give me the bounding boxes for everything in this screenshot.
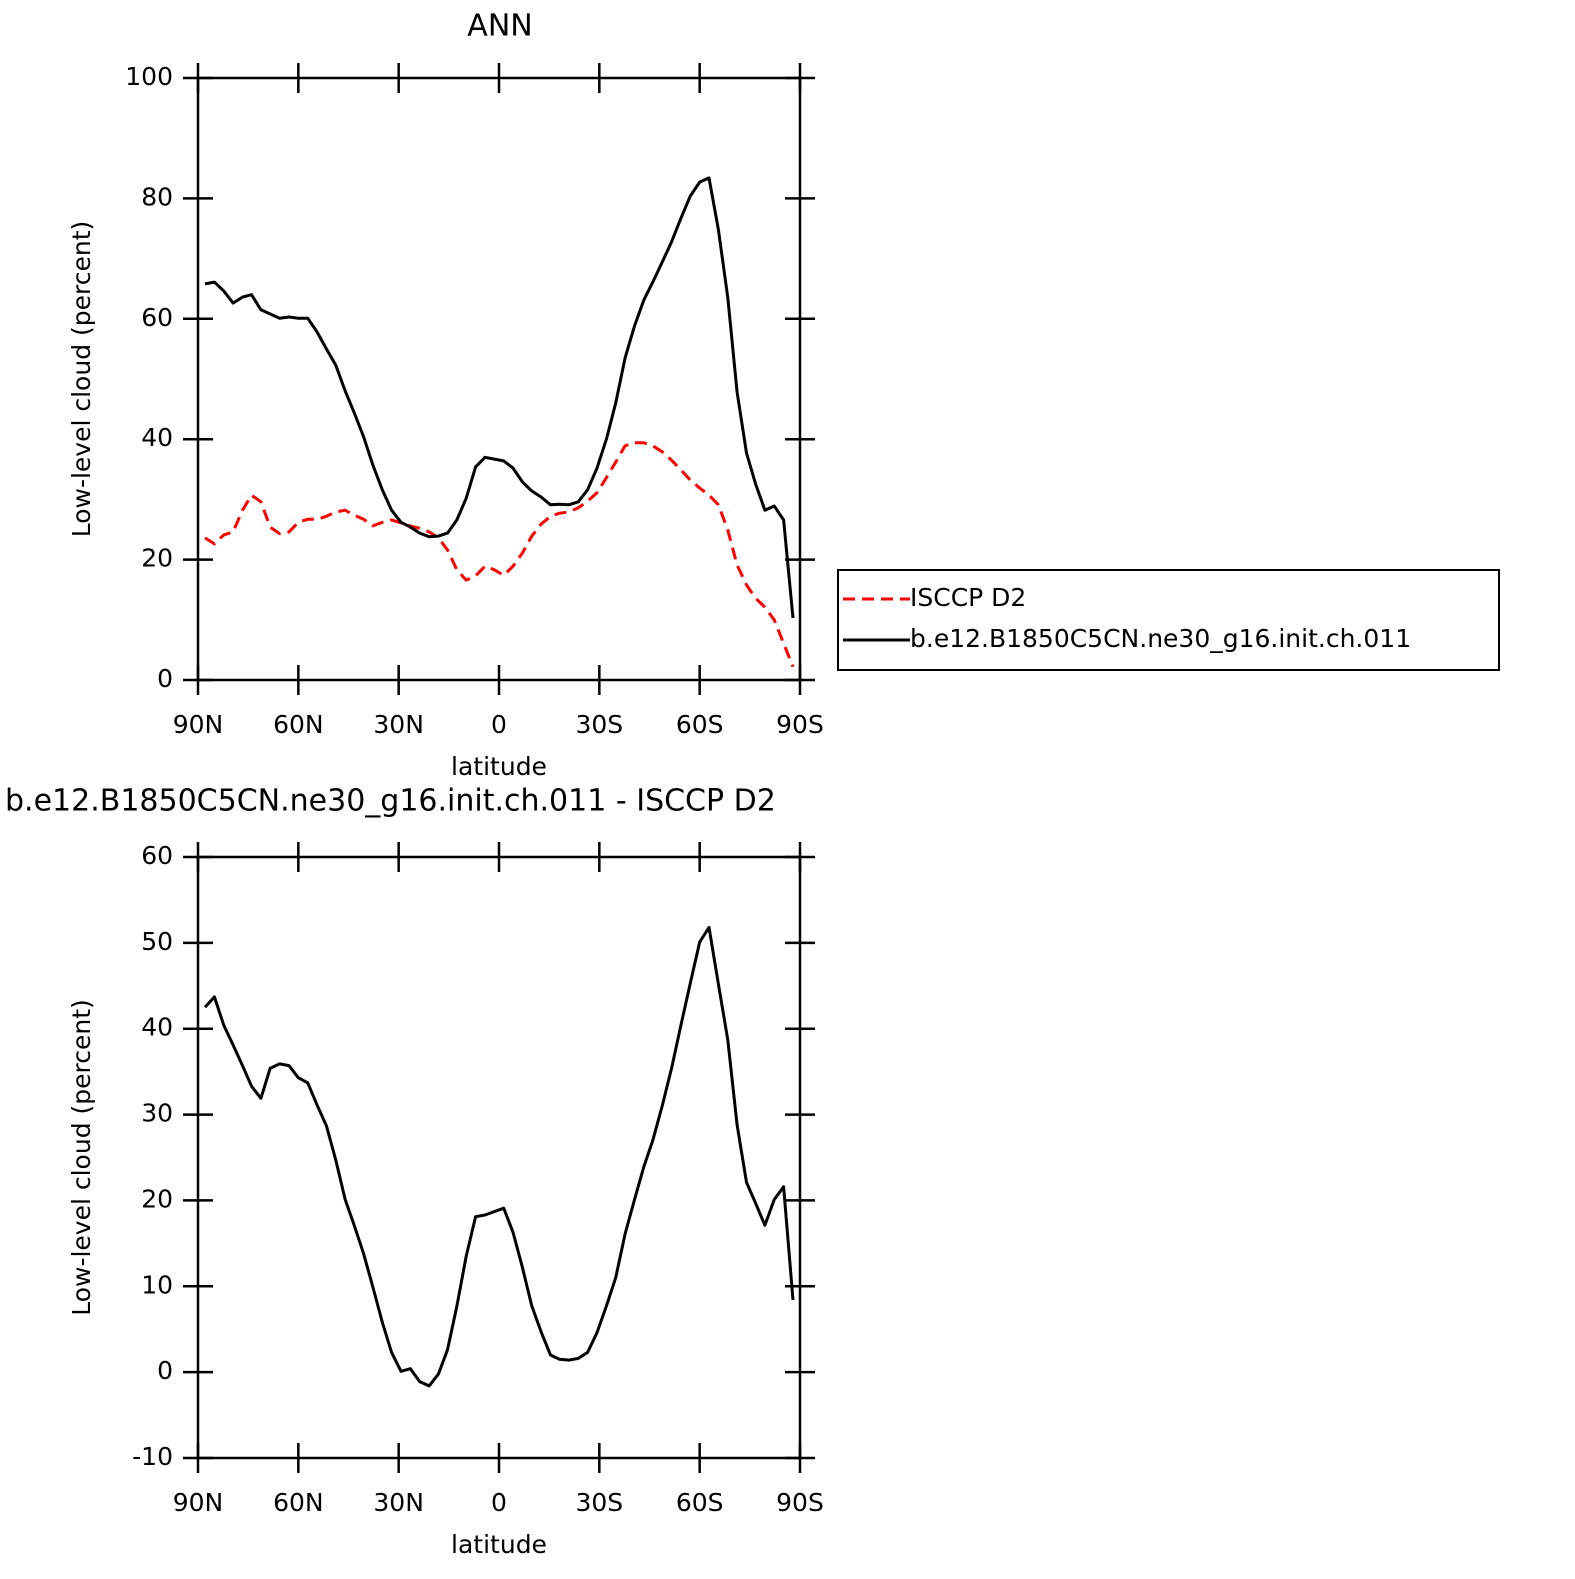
x-tick-label: 0 (491, 1488, 507, 1517)
y-tick-label: 0 (157, 664, 173, 693)
y-tick-label: 20 (141, 544, 173, 573)
y-tick-label: 30 (141, 1099, 173, 1128)
y-axis-label: Low-level cloud (percent) (67, 999, 96, 1316)
y-tick-label: 10 (141, 1270, 173, 1299)
x-tick-label: 30S (575, 710, 623, 739)
y-tick-label: 20 (141, 1184, 173, 1213)
x-tick-label: 90N (173, 710, 224, 739)
y-tick-label: 50 (141, 927, 173, 956)
chart-title: b.e12.B1850C5CN.ne30_g16.init.ch.011 - I… (5, 784, 776, 819)
y-axis-label: Low-level cloud (percent) (67, 221, 96, 538)
legend-label: b.e12.B1850C5CN.ne30_g16.init.ch.011 (910, 624, 1411, 653)
x-tick-label: 90N (173, 1488, 224, 1517)
data-line (204, 441, 795, 668)
y-tick-label: -10 (132, 1442, 173, 1471)
legend-box (837, 569, 1500, 671)
plot-frame (196, 855, 802, 1460)
y-tick-label: 60 (141, 303, 173, 332)
x-tick-label: 90S (776, 1488, 824, 1517)
x-tick-label: 0 (491, 710, 507, 739)
legend-label: ISCCP D2 (910, 583, 1026, 612)
x-tick-label: 30S (575, 1488, 623, 1517)
x-tick-label: 90S (776, 710, 824, 739)
y-tick-label: 80 (141, 182, 173, 211)
data-line (204, 176, 795, 619)
x-tick-label: 60N (273, 1488, 324, 1517)
x-axis-label: latitude (451, 752, 547, 781)
y-tick-label: 0 (157, 1356, 173, 1385)
x-tick-label: 30N (373, 1488, 424, 1517)
plot-frame (196, 76, 802, 682)
x-tick-label: 30N (373, 710, 424, 739)
y-tick-label: 100 (125, 62, 173, 91)
x-tick-label: 60S (676, 1488, 724, 1517)
y-tick-label: 40 (141, 1013, 173, 1042)
y-tick-label: 40 (141, 423, 173, 452)
x-tick-label: 60N (273, 710, 324, 739)
x-axis-label: latitude (451, 1530, 547, 1559)
chart-title: ANN (467, 9, 532, 44)
y-tick-label: 60 (141, 841, 173, 870)
x-tick-label: 60S (676, 710, 724, 739)
data-line (203, 925, 795, 1388)
